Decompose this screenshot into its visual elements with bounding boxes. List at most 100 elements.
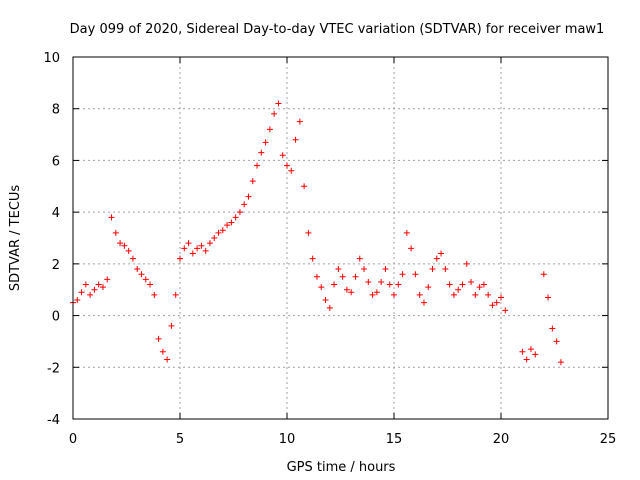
data-point <box>271 110 278 117</box>
data-point <box>189 250 196 257</box>
data-point <box>476 284 483 291</box>
data-point <box>95 281 102 288</box>
data-point <box>91 286 98 293</box>
data-point <box>241 201 248 208</box>
y-tick-label: 8 <box>52 103 60 118</box>
data-point <box>455 286 462 293</box>
data-point <box>185 240 192 247</box>
data-point <box>532 351 539 358</box>
axis-ticks: 0 5 10 15 20 25 -4 -2 0 2 4 6 8 10 <box>43 51 616 447</box>
data-point <box>159 348 166 355</box>
data-point <box>219 227 226 234</box>
data-point <box>438 250 445 257</box>
data-point <box>309 255 316 262</box>
data-point <box>420 299 427 306</box>
y-tick-label: -4 <box>47 413 60 428</box>
data-point <box>459 281 466 288</box>
data-point <box>236 209 243 216</box>
data-point <box>194 245 201 252</box>
data-point <box>485 291 492 298</box>
data-point <box>386 281 393 288</box>
data-point <box>224 222 231 229</box>
data-point <box>429 266 436 273</box>
data-point <box>399 271 406 278</box>
data-point <box>266 126 273 133</box>
data-point <box>305 229 312 236</box>
x-tick-label: 25 <box>600 432 617 447</box>
data-point <box>553 338 560 345</box>
data-point <box>408 245 415 252</box>
data-point <box>365 278 372 285</box>
data-point <box>125 247 132 254</box>
data-point <box>480 281 487 288</box>
y-tick-label: 10 <box>43 51 60 66</box>
x-axis-label: GPS time / hours <box>287 460 396 475</box>
data-point <box>519 348 526 355</box>
data-point <box>395 281 402 288</box>
data-point <box>177 255 183 262</box>
data-point <box>416 291 423 298</box>
y-tick-label: -2 <box>47 361 60 376</box>
data-point <box>425 284 432 291</box>
data-point <box>369 291 376 298</box>
data-point <box>245 193 252 200</box>
data-point <box>181 245 188 252</box>
data-point <box>147 281 154 288</box>
data-point <box>121 242 128 249</box>
data-point <box>403 229 410 236</box>
data-point <box>284 162 290 169</box>
data-point <box>472 291 479 298</box>
data-point <box>258 149 265 156</box>
plot-frame <box>72 56 609 420</box>
data-point <box>540 271 547 278</box>
data-point <box>442 266 449 273</box>
data-point <box>108 214 115 221</box>
data-point <box>249 178 256 185</box>
data-point <box>489 302 496 309</box>
data-point <box>99 284 106 291</box>
data-point <box>412 271 419 278</box>
data-point <box>87 291 94 298</box>
data-point <box>142 276 149 283</box>
data-point <box>279 152 286 159</box>
x-tick-label: 20 <box>493 432 510 447</box>
y-tick-label: 2 <box>52 258 60 273</box>
data-point <box>502 307 509 314</box>
data-point <box>313 273 320 280</box>
data-point <box>373 289 380 296</box>
data-point <box>343 286 350 293</box>
data-point <box>335 266 342 273</box>
data-point <box>450 291 457 298</box>
data-points <box>70 100 564 366</box>
data-point <box>292 136 299 143</box>
data-point <box>129 255 136 262</box>
data-point <box>288 167 295 174</box>
data-point <box>468 278 475 285</box>
data-point <box>557 359 564 366</box>
data-point <box>378 278 385 285</box>
data-point <box>172 291 179 298</box>
data-point <box>155 335 162 342</box>
data-point <box>296 118 303 125</box>
data-point <box>339 273 346 280</box>
data-point <box>134 266 141 273</box>
data-point <box>228 219 235 226</box>
data-point <box>117 240 124 247</box>
data-point <box>78 289 85 296</box>
data-point <box>262 139 269 146</box>
data-point <box>301 183 308 190</box>
chart-title: Day 099 of 2020, Sidereal Day-to-day VTE… <box>70 22 605 37</box>
data-point <box>168 322 175 329</box>
data-point <box>549 325 556 332</box>
x-tick-label: 5 <box>176 432 184 447</box>
data-point <box>104 276 111 283</box>
y-tick-label: 4 <box>52 206 60 221</box>
data-point <box>151 291 158 298</box>
data-point <box>198 242 205 249</box>
data-point <box>356 255 363 262</box>
data-point <box>382 266 389 273</box>
data-point <box>331 281 338 288</box>
data-point <box>463 260 470 267</box>
data-point <box>202 247 209 254</box>
